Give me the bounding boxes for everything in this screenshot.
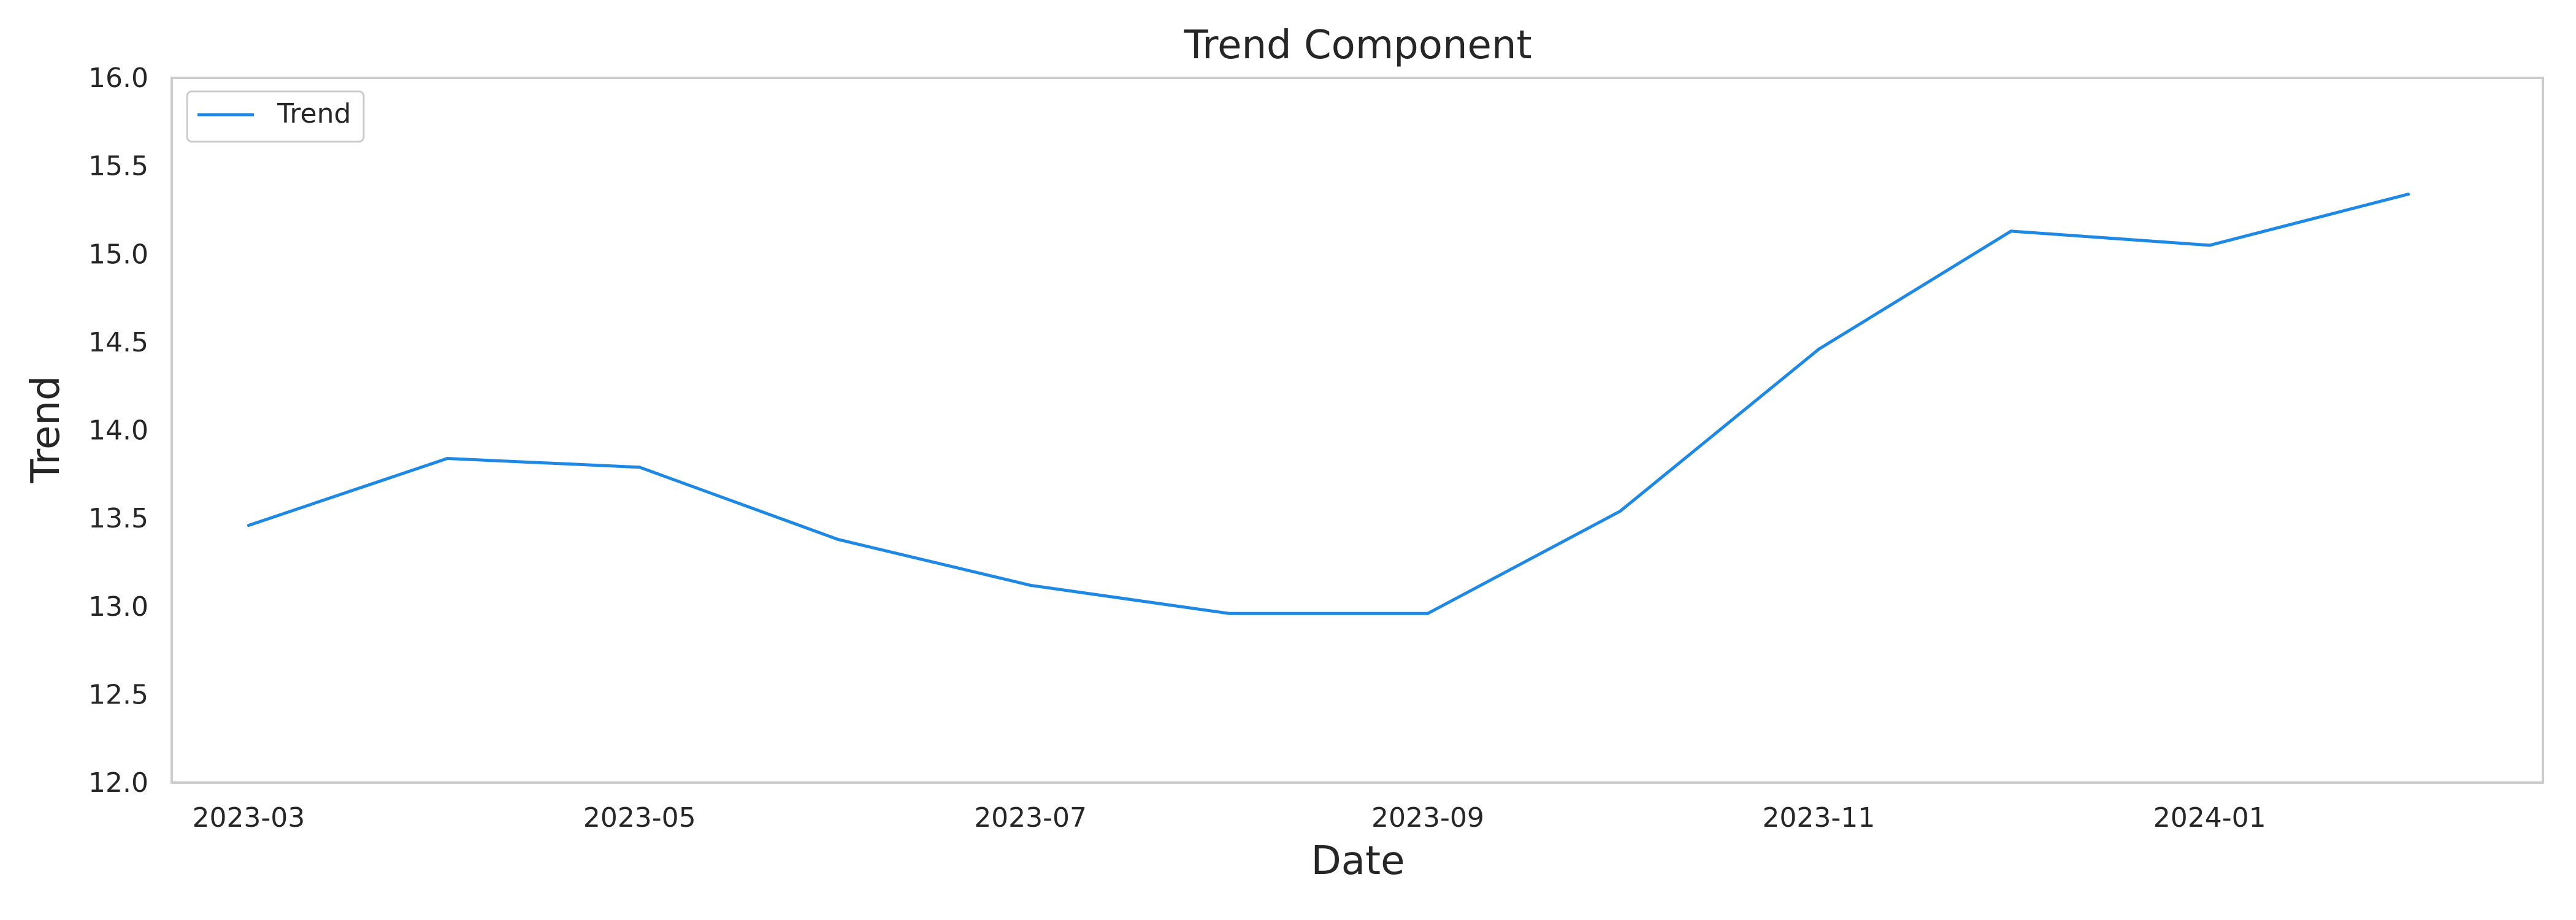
trend-data-point: [1029, 583, 1032, 587]
plot-frame: [171, 77, 2544, 784]
y-tick-label: 13.5: [88, 503, 148, 534]
x-axis-label: Date: [1311, 838, 1405, 884]
y-tick-label: 14.0: [88, 415, 148, 447]
trend-data-point: [837, 538, 840, 542]
trend-series-points: [247, 193, 2410, 615]
x-tick-label: 2023-07: [974, 802, 1087, 834]
trend-data-point: [2208, 243, 2212, 247]
y-axis: 12.0 12.5 13.0 13.5 14.0 14.5 15.0 15.5 16.0: [88, 63, 148, 799]
legend-label-trend: Trend: [277, 98, 351, 129]
x-tick-label: 2023-03: [192, 802, 305, 834]
trend-data-point: [1426, 611, 1430, 615]
y-tick-label: 16.0: [88, 63, 148, 94]
x-tick-label: 2023-11: [1762, 802, 1875, 834]
y-tick-label: 12.0: [88, 767, 148, 799]
y-tick-label: 15.0: [88, 239, 148, 270]
trend-data-point: [1618, 510, 1622, 513]
x-tick-label: 2023-05: [583, 802, 696, 834]
trend-data-point: [247, 524, 250, 527]
chart-title: Trend Component: [1183, 23, 1531, 68]
trend-series-line: [247, 193, 2410, 615]
y-tick-label: 13.0: [88, 591, 148, 623]
trend-data-point: [2407, 193, 2410, 196]
x-tick-label: 2023-09: [1371, 802, 1484, 834]
trend-data-point: [445, 457, 449, 460]
trend-data-point: [1817, 347, 1820, 351]
trend-data-point: [638, 466, 642, 469]
legend: Trend: [186, 90, 365, 143]
trend-data-point: [2009, 229, 2013, 233]
trend-data-point: [1227, 611, 1231, 615]
y-tick-label: 15.5: [88, 151, 148, 182]
y-axis-label: Trend: [23, 375, 69, 483]
x-tick-label: 2024-01: [2153, 802, 2266, 834]
legend-box: [186, 90, 365, 143]
y-tick-label: 14.5: [88, 327, 148, 358]
x-axis: 2023-03 2023-05 2023-07 2023-09 2023-11 2024-…: [192, 802, 2266, 834]
y-tick-label: 12.5: [88, 679, 148, 710]
